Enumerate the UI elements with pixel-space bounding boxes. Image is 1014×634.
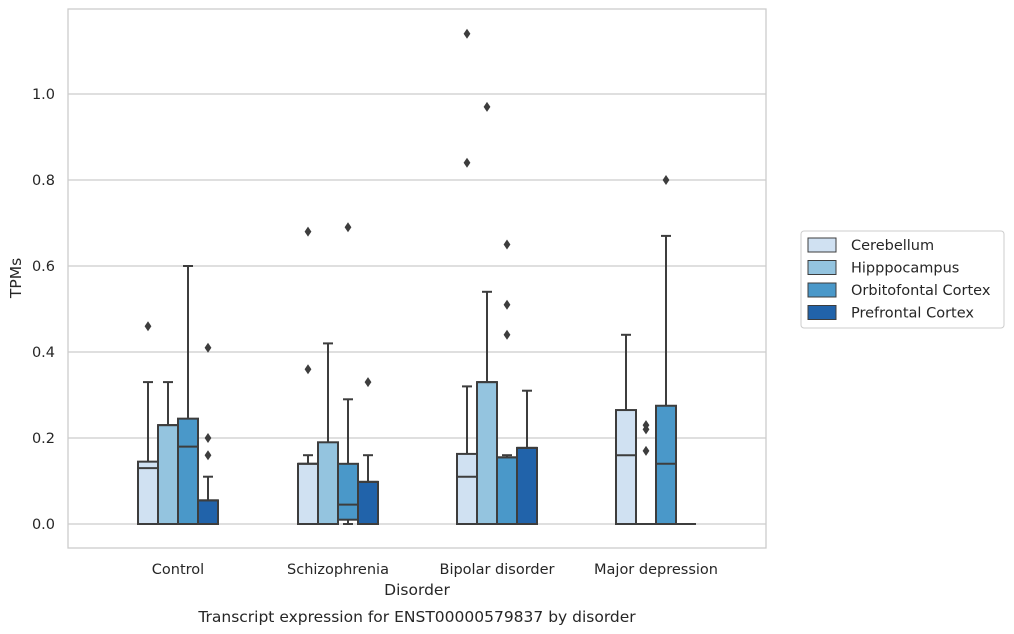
box-iqr [137,460,159,525]
legend-label: Hipppocampus [851,261,959,277]
box-orbitofontal-cortex-major-depression [655,175,677,525]
legend-swatch [807,282,837,298]
y-tick-label: 0.2 [32,431,55,447]
y-tick-label: 1.0 [32,87,55,103]
y-tick-label: 0.4 [32,345,55,361]
outlier-point [483,101,491,112]
x-tick-label: Major depression [594,562,718,578]
x-tick-label: Schizophrenia [287,562,389,578]
box-orbitofontal-cortex-bipolar-disorder [496,239,518,526]
box-cerebellum-schizophrenia [297,226,319,525]
outlier-point [503,239,511,250]
box-prefrontal-cortex-bipolar-disorder [516,389,538,526]
outlier-point [503,329,511,340]
legend-swatch [807,260,837,275]
outlier-point [642,445,650,456]
plot-frame [67,8,767,549]
box-iqr [357,480,379,525]
y-axis-ticks: 0.0 0.2 0.4 0.6 0.8 1.0 [32,87,55,533]
legend-label: Cerebellum [851,238,934,254]
x-axis-ticks: Control Schizophrenia Bipolar disorder Majo… [152,562,718,578]
box-iqr [476,381,498,525]
box-cerebellum-bipolar-disorder [456,28,478,525]
box-iqr [655,404,677,525]
x-tick-label: Bipolar disorder [440,562,555,578]
legend-frame [800,230,1005,329]
box-iqr [516,446,538,526]
box-cerebellum-major-depression [615,333,637,525]
box-hipppocampus-bipolar-disorder [476,101,498,525]
box-iqr [496,456,518,526]
legend-label: Orbitofontal Cortex [851,283,991,299]
box-iqr [177,417,199,525]
box-iqr [615,409,637,525]
box-orbitofontal-cortex-schizophrenia [337,222,359,525]
outlier-point [204,450,212,461]
x-axis-title: Disorder [384,581,450,599]
outlier-point [144,321,152,332]
box-orbitofontal-cortex-control [177,265,199,525]
outlier-point [344,222,352,233]
box-hipppocampus-major-depression [636,420,656,525]
outlier-point [503,299,511,310]
outlier-point [463,157,471,168]
outlier-point [463,28,471,39]
outlier-point [304,226,312,237]
y-tick-label: 0.6 [32,259,55,275]
box-iqr [317,441,339,525]
y-tick-label: 0.0 [32,517,55,533]
outlier-point [204,433,212,443]
legend-label: Prefrontal Cortex [851,306,974,322]
outlier-point [364,377,372,388]
outlier-point [204,342,212,353]
box-iqr [456,452,478,525]
legend-swatch [807,237,837,253]
box-hipppocampus-schizophrenia [317,342,339,525]
y-tick-label: 0.8 [32,173,55,189]
chart-caption: Transcript expression for ENST0000057983… [197,608,636,626]
box-iqr [337,462,359,521]
box-hipppocampus-control [157,381,179,526]
y-axis-title: TPMs [7,258,25,299]
box-plot-area [137,28,696,526]
outlier-point [304,364,312,375]
outlier-point [642,420,650,431]
box-iqr [197,499,219,526]
x-tick-label: Control [152,562,204,578]
outlier-point [662,175,670,185]
box-prefrontal-cortex-schizophrenia [357,377,379,525]
box-iqr [297,462,319,525]
box-iqr [157,424,179,526]
box-prefrontal-cortex-control [197,342,219,526]
legend: Cerebellum Hipppocampus Orbitofontal Corte… [800,230,1005,329]
legend-swatch [807,305,837,320]
